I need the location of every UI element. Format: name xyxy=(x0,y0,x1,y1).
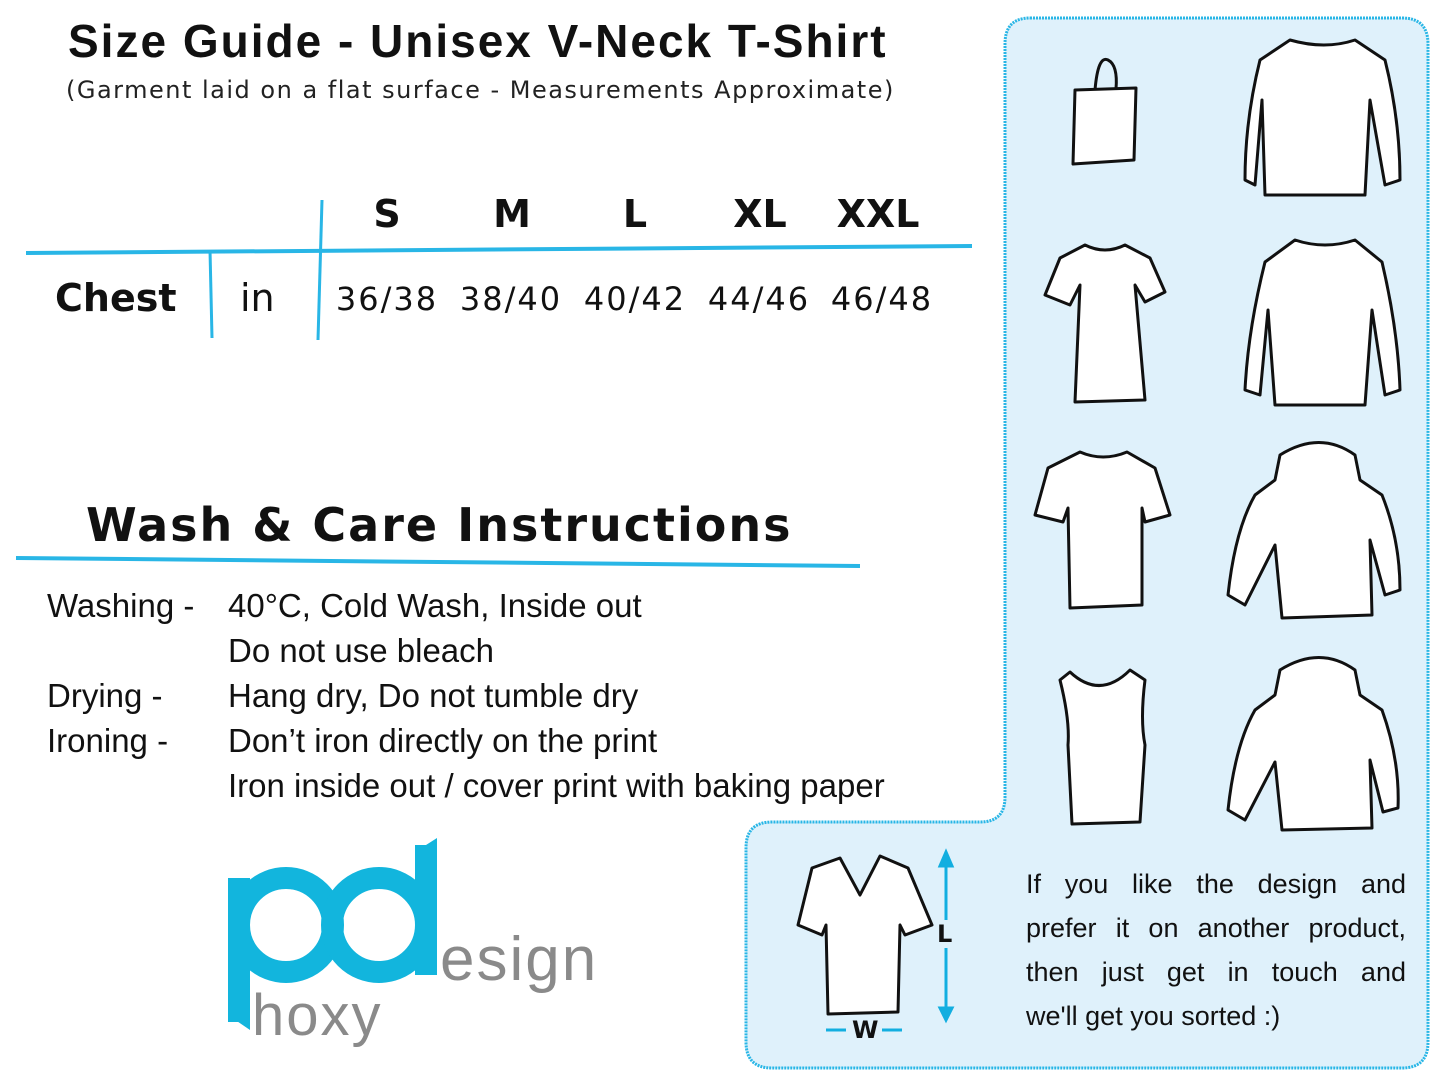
tank-top-icon xyxy=(1058,668,1147,826)
table-divider-2 xyxy=(316,199,324,341)
size-header: S xyxy=(373,192,401,236)
message-line: prefer it on another product, xyxy=(1026,913,1406,943)
table-cell: 40/42 xyxy=(583,280,687,318)
width-label: W xyxy=(852,1016,879,1044)
womens-t-shirt-icon xyxy=(1043,243,1167,404)
care-line: Hang dry, Do not tumble dry xyxy=(228,677,639,714)
table-header-line xyxy=(25,244,973,255)
size-header: L xyxy=(622,192,648,236)
message-line: we'll get you sorted :) xyxy=(1026,1001,1281,1031)
zip-hoodie-icon xyxy=(1226,656,1400,832)
contact-message: If you like the design and prefer it on … xyxy=(1026,862,1406,1038)
care-line: Do not use bleach xyxy=(228,632,495,669)
care-title: Wash & Care Instructions xyxy=(86,498,793,552)
message-line: If you like the design and xyxy=(1026,869,1406,899)
logo-hoxy: hoxy xyxy=(252,983,383,1048)
row-label: Chest xyxy=(55,276,177,320)
logo-d-bowl xyxy=(321,867,437,983)
message-line: then just get in touch and xyxy=(1026,957,1406,987)
care-label: Ironing - xyxy=(47,722,169,759)
hoodie-icon xyxy=(1226,441,1402,620)
table-cell: 36/38 xyxy=(335,280,439,318)
v-neck-t-shirt-icon xyxy=(796,854,934,1016)
table-cell: 46/48 xyxy=(830,280,934,318)
size-header: XL xyxy=(733,192,787,236)
care-underline xyxy=(15,556,861,568)
care-line: 40°C, Cold Wash, Inside out xyxy=(228,587,642,624)
length-label: L xyxy=(937,920,953,948)
size-header: M xyxy=(493,192,531,236)
length-arrow-head-up xyxy=(937,848,955,868)
care-label: Drying - xyxy=(47,677,163,714)
long-sleeve-shirt-icon xyxy=(1243,38,1402,197)
size-header: XXL xyxy=(836,192,920,236)
table-cell: 44/46 xyxy=(707,280,811,318)
logo-esign: esign xyxy=(440,925,599,994)
care-line: Don’t iron directly on the print xyxy=(228,722,658,759)
care-line: Iron inside out / cover print with bakin… xyxy=(228,767,885,804)
sweatshirt-icon xyxy=(1243,238,1402,407)
logo-d-top xyxy=(415,838,437,852)
logo-pd-mark xyxy=(228,845,437,1022)
logo-p-bowl xyxy=(228,867,344,983)
logo-p-tail xyxy=(228,1015,250,1030)
length-arrow-head-down xyxy=(937,1006,955,1024)
tote-bag-icon xyxy=(1071,57,1138,166)
table-divider-1 xyxy=(208,249,214,339)
care-label: Washing - xyxy=(47,587,195,624)
page-subtitle: (Garment laid on a flat surface - Measur… xyxy=(66,76,895,104)
page-title: Size Guide - Unisex V-Neck T-Shirt xyxy=(68,15,888,67)
table-cell: 38/40 xyxy=(459,280,563,318)
row-unit: in xyxy=(240,276,275,320)
t-shirt-icon xyxy=(1033,450,1172,610)
